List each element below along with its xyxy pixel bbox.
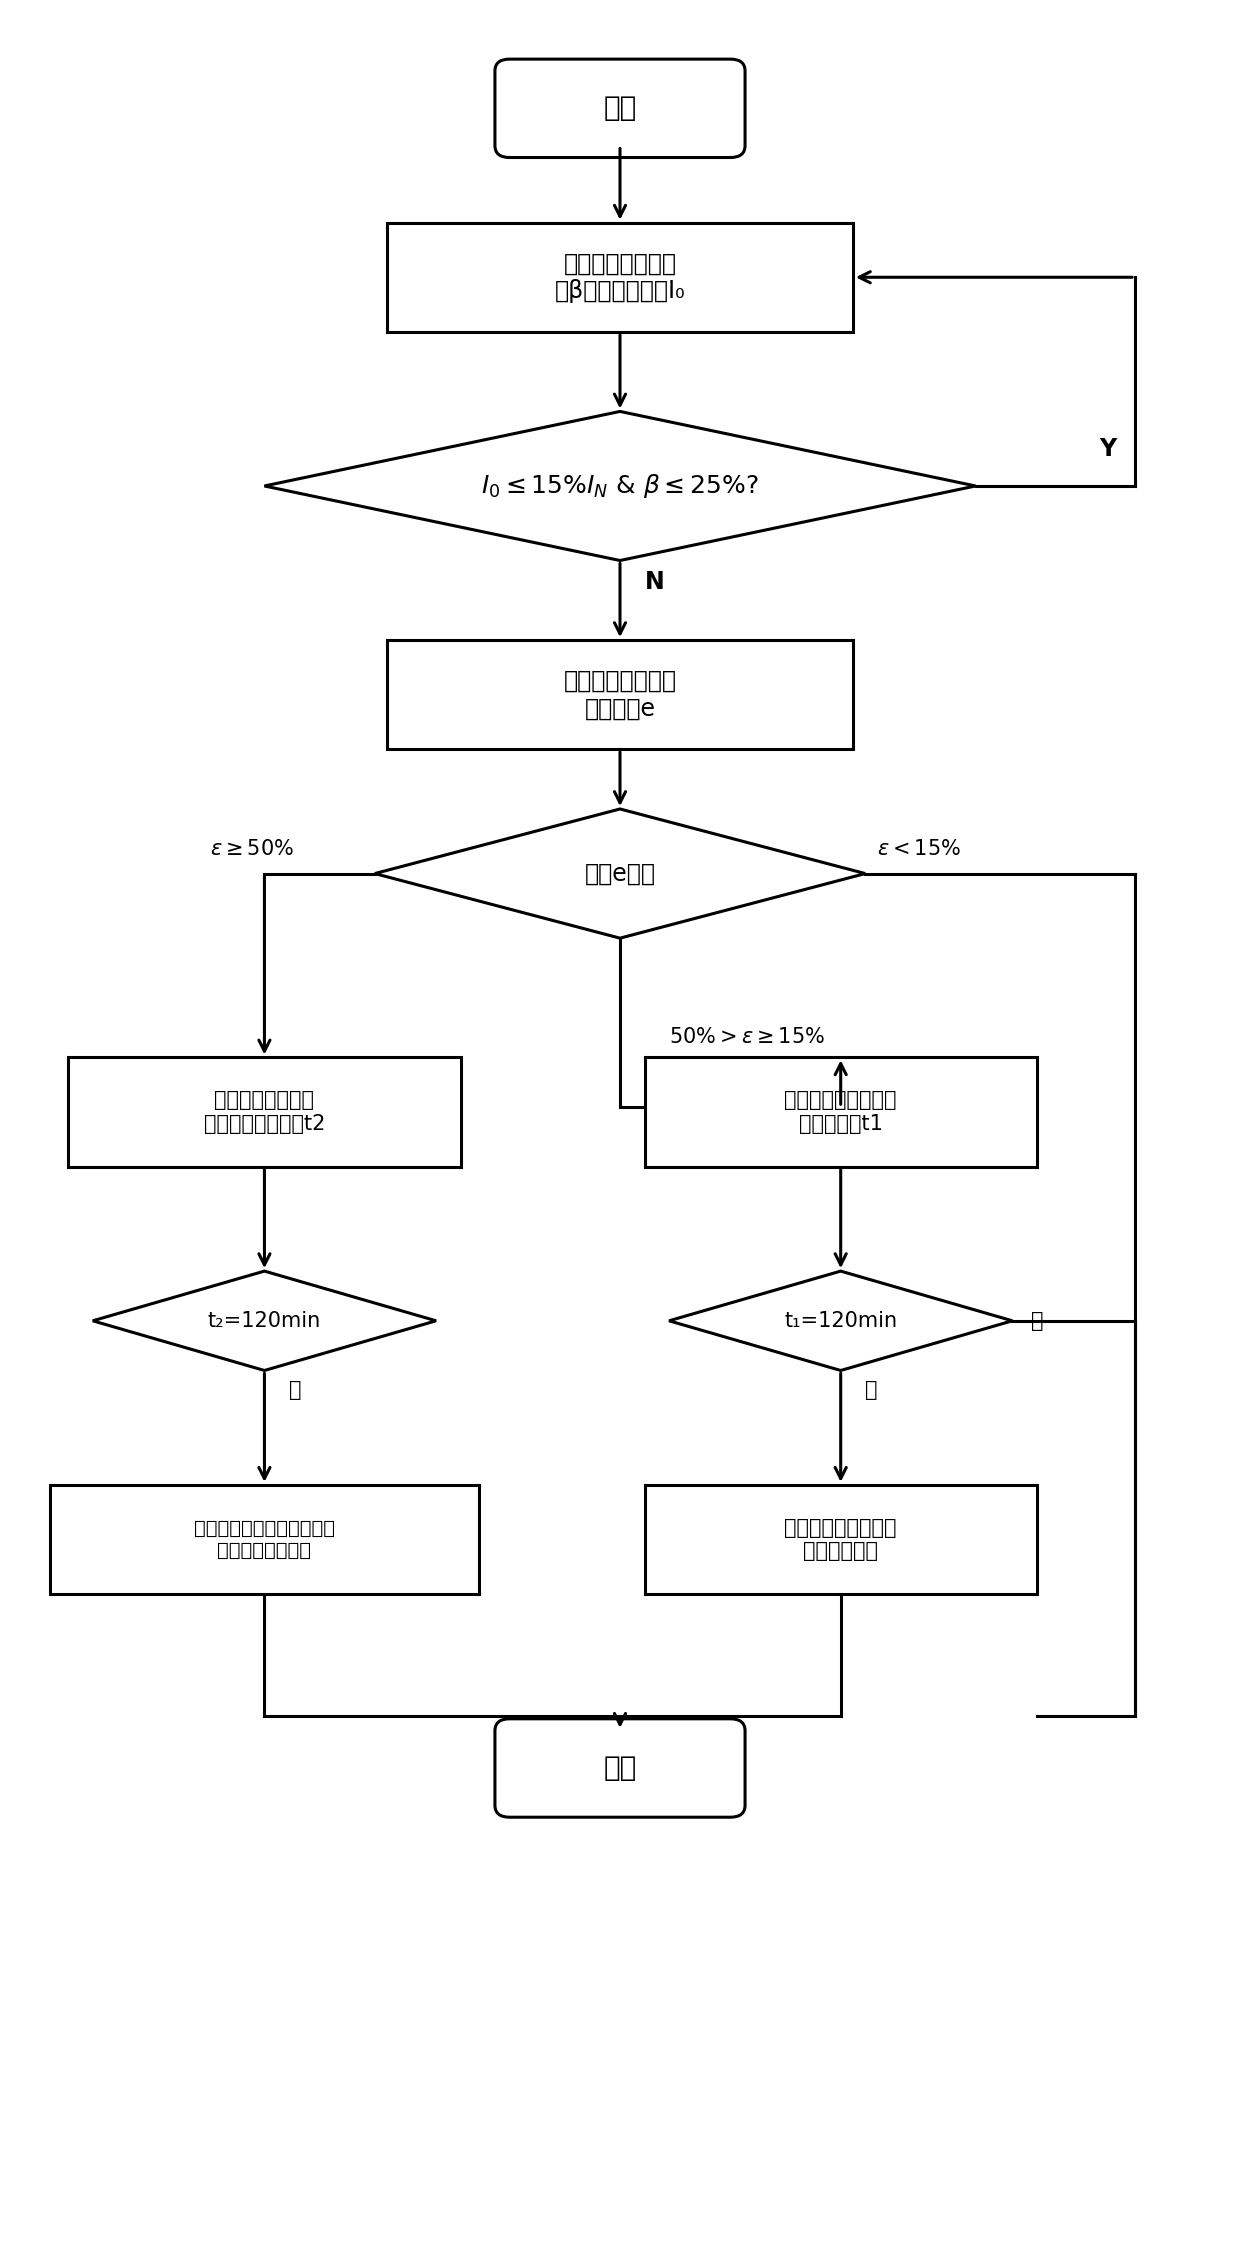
- Polygon shape: [374, 808, 866, 939]
- FancyBboxPatch shape: [495, 1718, 745, 1817]
- Text: $I_0\leq15\%I_N$ & $\beta\leq25\%$?: $I_0\leq15\%I_N$ & $\beta\leq25\%$?: [481, 473, 759, 500]
- Text: 判断e大小: 判断e大小: [584, 863, 656, 885]
- Text: $\varepsilon\geq50\%$: $\varepsilon\geq50\%$: [210, 838, 294, 858]
- Text: 启动低压无功补偿
装置，并累计时间t2: 启动低压无功补偿 装置，并累计时间t2: [203, 1090, 325, 1133]
- Text: 否: 否: [1030, 1311, 1043, 1331]
- Text: Y: Y: [1100, 437, 1116, 462]
- Polygon shape: [264, 412, 976, 561]
- Text: t₂=120min: t₂=120min: [208, 1311, 321, 1331]
- FancyBboxPatch shape: [495, 59, 745, 158]
- Bar: [387, 223, 853, 331]
- Polygon shape: [670, 1270, 1012, 1371]
- Text: 启动二级风险预警，
限时调整负荷: 启动二级风险预警， 限时调整负荷: [785, 1518, 897, 1561]
- Bar: [50, 1484, 479, 1594]
- Text: 结束: 结束: [604, 1754, 636, 1781]
- Text: 启动三级风险预警，
并累计时间t1: 启动三级风险预警， 并累计时间t1: [785, 1090, 897, 1133]
- Bar: [387, 640, 853, 750]
- Polygon shape: [93, 1270, 436, 1371]
- Bar: [645, 1058, 1037, 1167]
- Bar: [68, 1058, 460, 1167]
- Text: $\varepsilon<15\%$: $\varepsilon<15\%$: [878, 838, 961, 858]
- Text: 计算配变低压三相
不平衡度e: 计算配变低压三相 不平衡度e: [563, 669, 677, 721]
- Bar: [645, 1484, 1037, 1594]
- Text: 是: 是: [866, 1380, 878, 1401]
- Text: t₁=120min: t₁=120min: [784, 1311, 898, 1331]
- Text: N: N: [645, 570, 665, 595]
- Text: 开始: 开始: [604, 95, 636, 122]
- Text: 是: 是: [289, 1380, 301, 1401]
- Text: 最大相负荷循环切除策略，
启动一级风险预警: 最大相负荷循环切除策略， 启动一级风险预警: [193, 1518, 335, 1561]
- Text: 实时计算配变负载
率β、中性点电流I₀: 实时计算配变负载 率β、中性点电流I₀: [554, 252, 686, 304]
- Text: $50\%>\varepsilon\geq15\%$: $50\%>\varepsilon\geq15\%$: [670, 1027, 825, 1047]
